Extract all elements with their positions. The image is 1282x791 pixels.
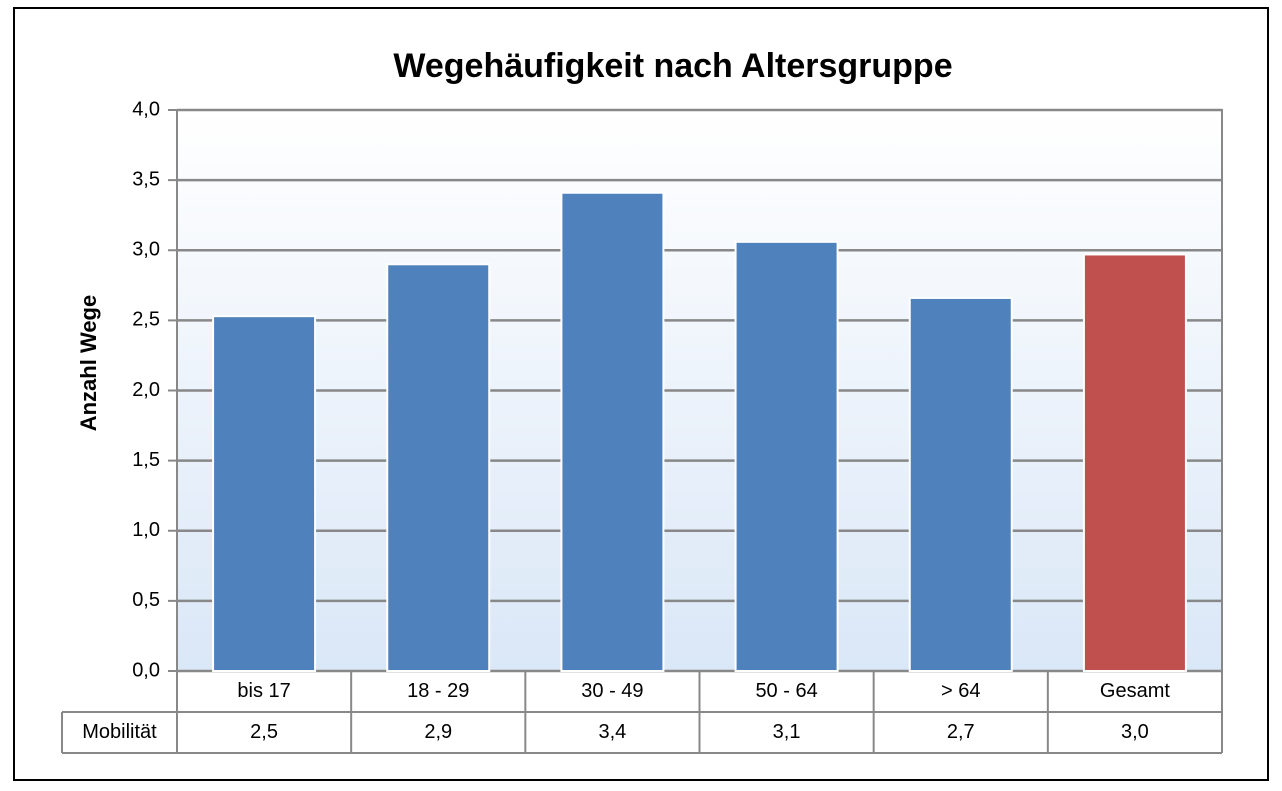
y-tick-label: 2,5 — [132, 309, 160, 331]
grid: 0,0 0,5 1,0 1,5 2,0 2,5 3,0 3,5 4,0 — [132, 98, 1222, 681]
x-tick-label: 18 - 29 — [407, 680, 469, 702]
bar — [1082, 253, 1187, 673]
y-axis-title: Anzahl Wege — [76, 295, 101, 432]
data-label: 2,5 — [250, 721, 278, 743]
y-tick-label: 0,0 — [132, 659, 160, 681]
x-tick-label: > 64 — [941, 680, 980, 702]
x-tick-label: bis 17 — [237, 680, 290, 702]
x-tick-label: 30 - 49 — [581, 680, 643, 702]
chart-title: Wegehäufigkeit nach Altersgruppe — [393, 47, 952, 85]
x-tick-label: Gesamt — [1100, 680, 1170, 702]
bar — [212, 315, 317, 672]
x-tick-label: 50 - 64 — [755, 680, 817, 702]
data-label: 3,0 — [1121, 721, 1149, 743]
bar — [734, 240, 839, 673]
data-label: 3,4 — [599, 721, 627, 743]
y-tick-label: 1,5 — [132, 449, 160, 471]
y-tick-label: 1,0 — [132, 519, 160, 541]
y-tick-label: 2,0 — [132, 379, 160, 401]
bar — [560, 191, 665, 672]
y-tick-label: 3,0 — [132, 239, 160, 261]
data-label: 2,9 — [424, 721, 452, 743]
data-label: 3,1 — [773, 721, 801, 743]
data-label: 2,7 — [947, 721, 975, 743]
y-tick-label: 3,5 — [132, 168, 160, 190]
bar — [908, 296, 1013, 672]
y-tick-label: 4,0 — [132, 98, 160, 120]
legend-entry: Mobilität — [82, 721, 157, 743]
data-table: bis 17 2,5 18 - 29 2,9 30 - 49 3,4 50 - 64 3,1 >… — [61, 671, 1223, 754]
bar — [386, 263, 491, 672]
bars — [212, 191, 1187, 673]
y-tick-label: 0,5 — [132, 589, 160, 611]
